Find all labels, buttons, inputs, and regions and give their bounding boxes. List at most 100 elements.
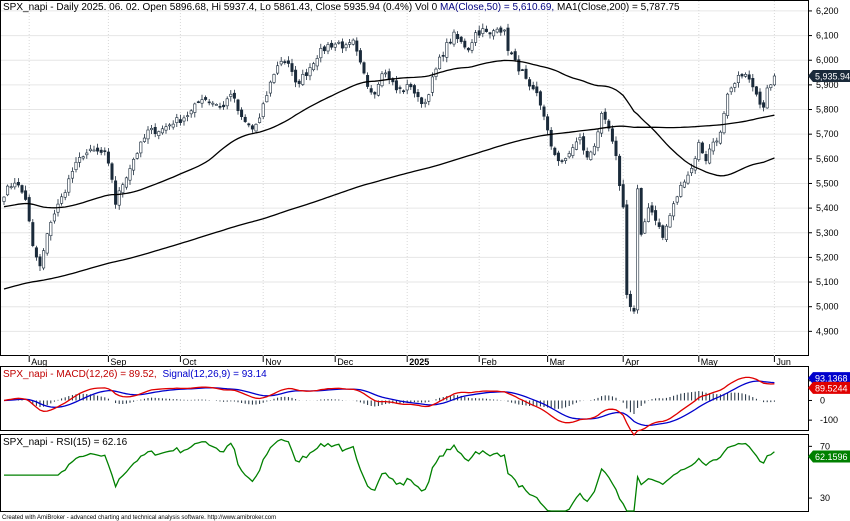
candle-body [38, 256, 42, 267]
candle-body [596, 131, 600, 148]
moving-averages [3, 59, 775, 290]
candle-body [744, 74, 748, 77]
month-label: Aug [31, 357, 47, 367]
candle-body [175, 117, 179, 123]
candle-body [276, 65, 280, 74]
rsi-tick-label: 70 [820, 441, 830, 451]
macd-tick-label: -100 [820, 415, 838, 425]
candle-body [286, 60, 290, 64]
candle-body [524, 68, 528, 79]
candle-body [96, 147, 100, 152]
candle-body [643, 221, 647, 234]
candle-body [373, 92, 377, 95]
macd-header-label: SPX_napi - MACD(12,26) = 89.52, [3, 369, 157, 380]
candle-body [312, 63, 316, 71]
candle-body [747, 74, 751, 80]
candle-body [600, 113, 604, 134]
candle-body [711, 141, 715, 152]
candle-body [726, 93, 730, 116]
candle-body [466, 47, 470, 51]
candle-body [157, 131, 161, 137]
candle-body [297, 80, 301, 84]
macd-panel [0, 366, 809, 431]
candle-body [430, 76, 434, 93]
candle-body [675, 196, 679, 203]
candle-body [70, 171, 74, 179]
candle-body [715, 140, 719, 143]
candle-body [488, 32, 492, 35]
candle-body [697, 142, 701, 160]
candle-body [657, 222, 661, 227]
candle-body [769, 84, 773, 88]
candle-body [690, 168, 694, 174]
price-tick-label: 5,100 [816, 277, 839, 287]
candle-body [63, 192, 67, 198]
candle-body [52, 213, 56, 222]
candle-body [621, 184, 625, 208]
price-axis: 6,200 6,100 6,000 5,900 5,800 5,700 5,600 5,500… [808, 6, 839, 336]
candle-body [49, 222, 53, 237]
candle-body [441, 55, 445, 57]
candle-body [693, 158, 697, 171]
candle-body [250, 125, 254, 130]
candle-body [160, 128, 164, 134]
candle-body [492, 30, 496, 37]
candle-body [520, 69, 524, 71]
candle-body [740, 74, 744, 77]
footer-credit: Created with AmiBroker - advanced charti… [2, 515, 276, 521]
candle-body [582, 136, 586, 151]
price-last-tag: 5,935.94 [815, 72, 850, 82]
candle-body [272, 74, 276, 83]
candle-body [132, 159, 136, 171]
candle-body [474, 32, 478, 43]
candle-body [452, 31, 456, 45]
candle-body [484, 28, 488, 32]
candle-body [9, 186, 13, 188]
candle-body [326, 44, 330, 52]
candle-body [700, 142, 704, 154]
candle-body [708, 148, 712, 164]
candle-body [67, 178, 71, 193]
rsi-header: SPX_napi - RSI(15) = 62.16 [3, 437, 128, 448]
candle-body [603, 111, 607, 120]
candle-body [99, 149, 103, 153]
candle-body [16, 181, 20, 186]
candle-body [758, 91, 762, 105]
candle-body [387, 71, 391, 80]
candle-body [549, 129, 553, 147]
price-tick-label: 5,600 [816, 154, 839, 164]
candle-body [236, 99, 240, 111]
macd-chart: 1000-100 [3, 376, 838, 436]
candle-body [574, 141, 578, 150]
candle-body [679, 185, 683, 197]
candle-body [268, 81, 272, 94]
candle-body [229, 93, 233, 97]
candle-body [495, 28, 499, 33]
candle-body [546, 116, 550, 131]
candle-body [88, 148, 92, 152]
candle-body [614, 140, 618, 157]
signal-header-label: Signal(12,26,9) = 93.14 [162, 369, 267, 380]
candle-body [650, 205, 654, 213]
candle-body [355, 40, 359, 52]
price-tick-label: 5,900 [816, 80, 839, 90]
candle-body [481, 28, 485, 34]
candle-body [294, 69, 298, 83]
price-last-tag-bg [808, 70, 850, 83]
month-label: Mar [550, 357, 566, 367]
price-tick-label: 5,700 [816, 129, 839, 139]
candle-body [668, 215, 672, 228]
candle-body [610, 128, 614, 142]
candle-body [585, 150, 589, 158]
rsi-last-tag-bg [808, 450, 850, 463]
candle-body [211, 102, 215, 105]
price-tick-label: 5,500 [816, 178, 839, 188]
candle-body [416, 91, 420, 98]
candle-body [564, 158, 568, 162]
candle-body [402, 90, 406, 93]
candle-body [427, 94, 431, 102]
candle-body [124, 177, 128, 188]
signal-last-tag-bg [808, 372, 850, 385]
candle-body [114, 180, 118, 205]
